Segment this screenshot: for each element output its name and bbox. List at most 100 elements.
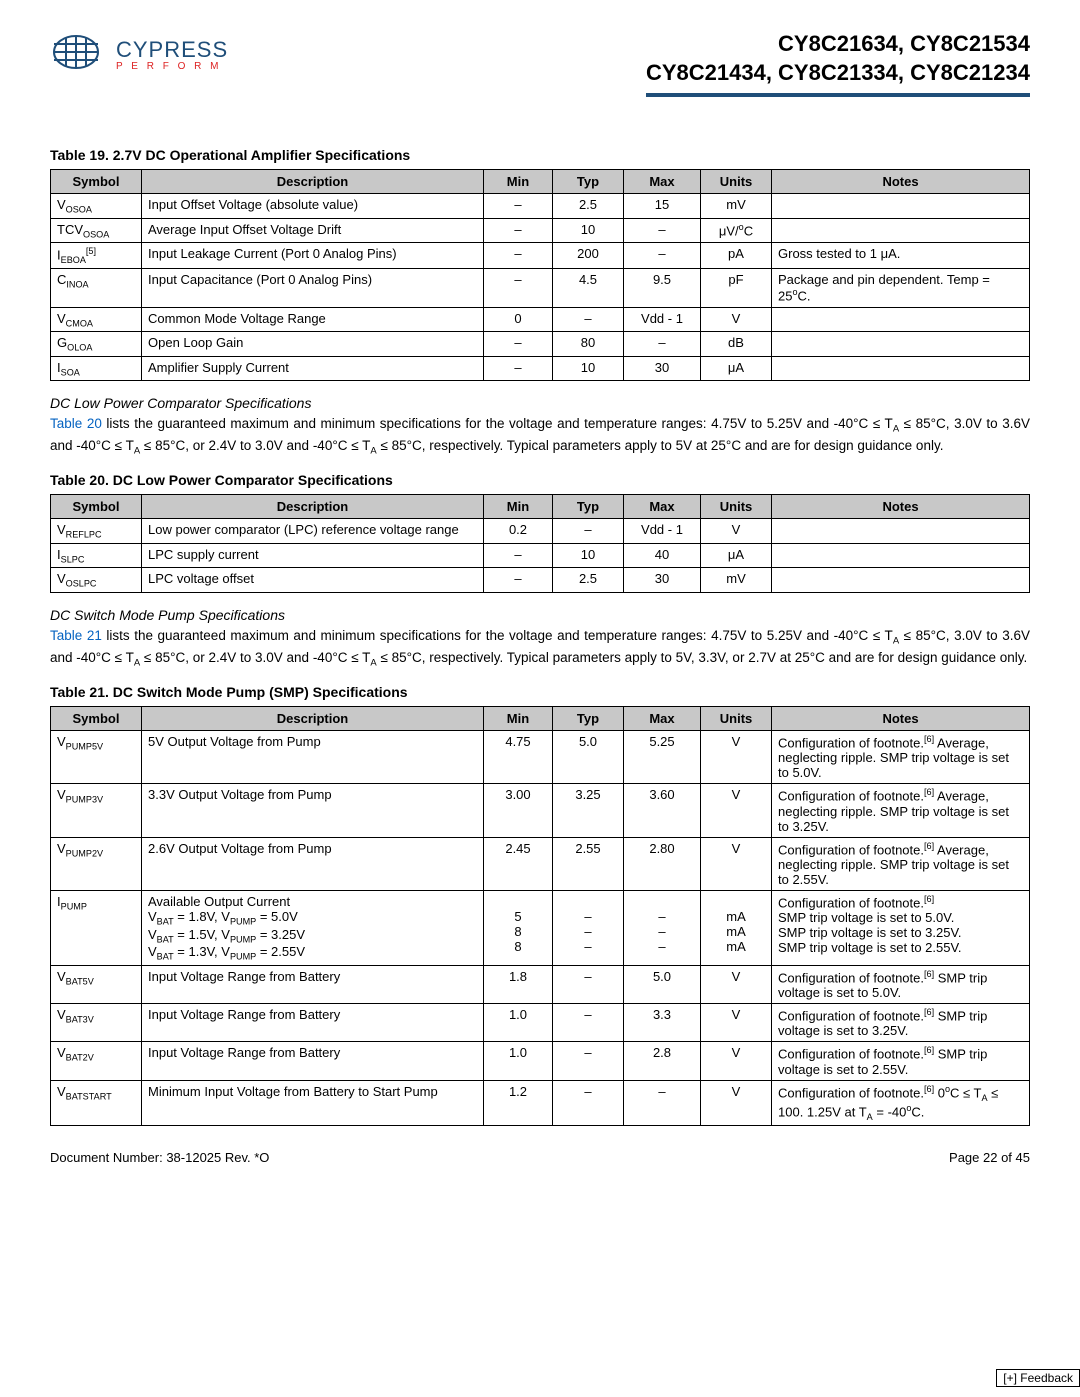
min-cell: 1.0	[484, 1004, 553, 1042]
table-row: GOLOAOpen Loop Gain–80–dB	[51, 332, 1030, 357]
typ-cell: –––	[553, 890, 624, 965]
table-row: VOSOAInput Offset Voltage (absolute valu…	[51, 194, 1030, 219]
min-cell: –	[484, 332, 553, 357]
unit-cell: V	[701, 519, 772, 544]
table20-caption: Table 20. DC Low Power Comparator Specif…	[50, 472, 1030, 488]
col-hdr: Typ	[553, 495, 624, 519]
col-hdr: Description	[142, 706, 484, 730]
notes-cell	[772, 307, 1030, 332]
max-cell: 9.5	[624, 269, 701, 307]
min-cell: –	[484, 269, 553, 307]
col-hdr: Description	[142, 170, 484, 194]
desc-cell: Minimum Input Voltage from Battery to St…	[142, 1080, 484, 1125]
col-hdr: Description	[142, 495, 484, 519]
max-cell: 15	[624, 194, 701, 219]
col-hdr: Notes	[772, 495, 1030, 519]
max-cell: Vdd - 1	[624, 519, 701, 544]
desc-cell: Available Output CurrentVBAT = 1.8V, VPU…	[142, 890, 484, 965]
col-hdr: Max	[624, 495, 701, 519]
table-row: VBAT3VInput Voltage Range from Battery1.…	[51, 1004, 1030, 1042]
notes-cell	[772, 356, 1030, 381]
desc-cell: Input Leakage Current (Port 0 Analog Pin…	[142, 243, 484, 269]
sym-cell: VPUMP3V	[51, 784, 142, 837]
typ-cell: –	[553, 965, 624, 1003]
unit-cell: V	[701, 1004, 772, 1042]
max-cell: 40	[624, 543, 701, 568]
typ-cell: –	[553, 1042, 624, 1080]
table-row: VPUMP3V3.3V Output Voltage from Pump3.00…	[51, 784, 1030, 837]
col-hdr: Typ	[553, 706, 624, 730]
max-cell: –	[624, 218, 701, 243]
logo-brand: CYPRESS	[116, 37, 228, 63]
min-cell: –	[484, 243, 553, 269]
table21: SymbolDescriptionMinTypMaxUnitsNotesVPUM…	[50, 706, 1030, 1126]
desc-cell: 3.3V Output Voltage from Pump	[142, 784, 484, 837]
min-cell: –	[484, 356, 553, 381]
col-hdr: Symbol	[51, 495, 142, 519]
col-hdr: Min	[484, 706, 553, 730]
table19-caption: Table 19. 2.7V DC Operational Amplifier …	[50, 147, 1030, 163]
unit-cell: mV	[701, 568, 772, 593]
desc-cell: Open Loop Gain	[142, 332, 484, 357]
unit-cell: mAmAmA	[701, 890, 772, 965]
unit-cell: pA	[701, 243, 772, 269]
col-hdr: Min	[484, 170, 553, 194]
min-cell: 588	[484, 890, 553, 965]
unit-cell: V	[701, 730, 772, 783]
max-cell: 3.3	[624, 1004, 701, 1042]
typ-cell: 4.5	[553, 269, 624, 307]
notes-cell: Configuration of footnote.[6] SMP trip v…	[772, 1042, 1030, 1080]
sym-cell: VPUMP2V	[51, 837, 142, 890]
notes-cell	[772, 519, 1030, 544]
sym-cell: GOLOA	[51, 332, 142, 357]
title-line-2: CY8C21434, CY8C21334, CY8C21234	[646, 59, 1030, 88]
col-hdr: Max	[624, 706, 701, 730]
desc-cell: Input Voltage Range from Battery	[142, 1042, 484, 1080]
unit-cell: pF	[701, 269, 772, 307]
col-hdr: Min	[484, 495, 553, 519]
min-cell: 3.00	[484, 784, 553, 837]
desc-cell: Low power comparator (LPC) reference vol…	[142, 519, 484, 544]
desc-cell: Amplifier Supply Current	[142, 356, 484, 381]
table-row: VPUMP5V5V Output Voltage from Pump4.755.…	[51, 730, 1030, 783]
typ-cell: –	[553, 1004, 624, 1042]
page-number: Page 22 of 45	[949, 1150, 1030, 1165]
feedback-button[interactable]: [+] Feedback	[996, 1369, 1080, 1387]
unit-cell: V	[701, 784, 772, 837]
notes-cell: Configuration of footnote.[6] SMP trip v…	[772, 965, 1030, 1003]
cypress-logo: CYPRESS P E R F O R M	[50, 30, 228, 78]
typ-cell: 2.5	[553, 194, 624, 219]
sec21-para: Table 21 lists the guaranteed maximum an…	[50, 627, 1030, 670]
page-footer: Document Number: 38-12025 Rev. *O Page 2…	[50, 1150, 1030, 1165]
desc-cell: Input Voltage Range from Battery	[142, 1004, 484, 1042]
sym-cell: VREFLPC	[51, 519, 142, 544]
sec21-subhdr: DC Switch Mode Pump Specifications	[50, 607, 1030, 623]
min-cell: 1.0	[484, 1042, 553, 1080]
min-cell: 0.2	[484, 519, 553, 544]
typ-cell: 10	[553, 356, 624, 381]
doc-number: Document Number: 38-12025 Rev. *O	[50, 1150, 269, 1165]
sym-cell: VCMOA	[51, 307, 142, 332]
unit-cell: V	[701, 1042, 772, 1080]
desc-cell: Common Mode Voltage Range	[142, 307, 484, 332]
max-cell: Vdd - 1	[624, 307, 701, 332]
unit-cell: V	[701, 307, 772, 332]
table-row: VBAT2VInput Voltage Range from Battery1.…	[51, 1042, 1030, 1080]
sym-cell: TCVOSOA	[51, 218, 142, 243]
desc-cell: Input Voltage Range from Battery	[142, 965, 484, 1003]
sym-cell: ISOA	[51, 356, 142, 381]
typ-cell: 2.5	[553, 568, 624, 593]
notes-cell: Gross tested to 1 μA.	[772, 243, 1030, 269]
max-cell: –	[624, 243, 701, 269]
desc-cell: Input Capacitance (Port 0 Analog Pins)	[142, 269, 484, 307]
sym-cell: CINOA	[51, 269, 142, 307]
max-cell: –	[624, 332, 701, 357]
sym-cell: ISLPC	[51, 543, 142, 568]
col-hdr: Max	[624, 170, 701, 194]
notes-cell	[772, 543, 1030, 568]
max-cell: 30	[624, 568, 701, 593]
notes-cell	[772, 194, 1030, 219]
table19: SymbolDescriptionMinTypMaxUnitsNotesVOSO…	[50, 169, 1030, 381]
max-cell: –	[624, 1080, 701, 1125]
max-cell: –––	[624, 890, 701, 965]
